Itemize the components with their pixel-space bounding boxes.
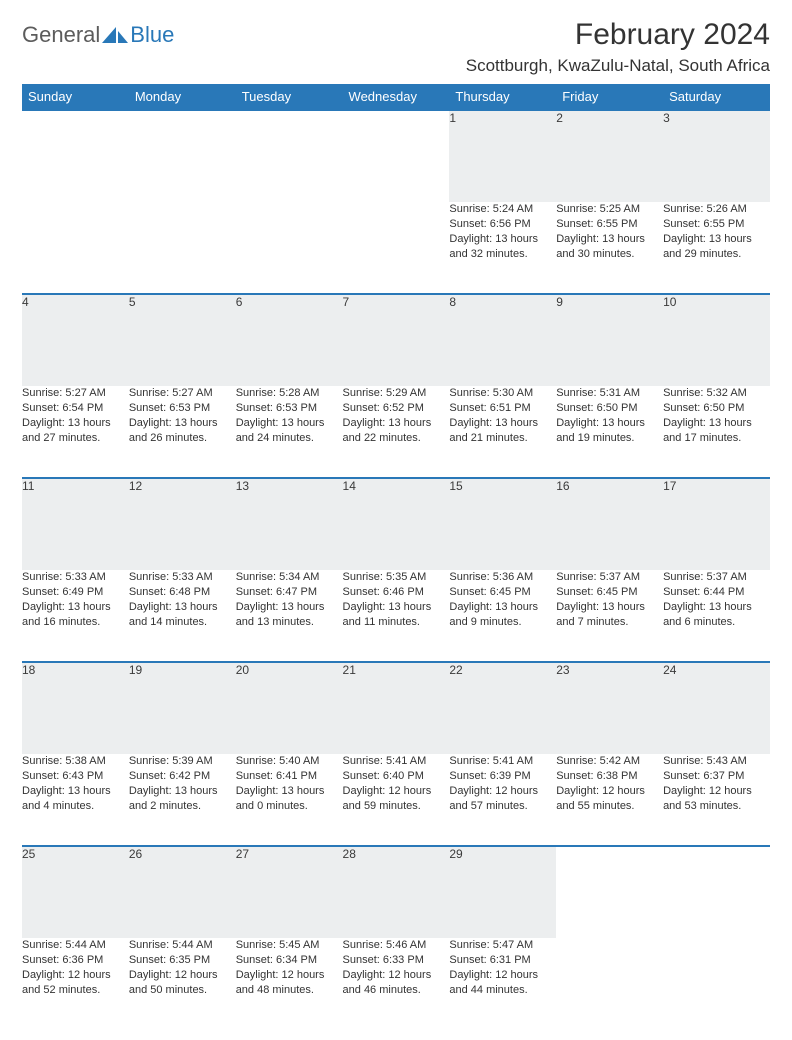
weekday-header: Tuesday bbox=[236, 84, 343, 110]
day-detail-cell bbox=[129, 202, 236, 294]
day-detail-cell bbox=[236, 202, 343, 294]
day-detail-cell: Sunrise: 5:44 AMSunset: 6:35 PMDaylight:… bbox=[129, 938, 236, 1030]
week-details-row: Sunrise: 5:38 AMSunset: 6:43 PMDaylight:… bbox=[22, 754, 770, 846]
day-detail-cell: Sunrise: 5:34 AMSunset: 6:47 PMDaylight:… bbox=[236, 570, 343, 662]
day-detail-cell: Sunrise: 5:32 AMSunset: 6:50 PMDaylight:… bbox=[663, 386, 770, 478]
day-number-cell: 8 bbox=[449, 294, 556, 386]
day-detail-cell: Sunrise: 5:41 AMSunset: 6:40 PMDaylight:… bbox=[343, 754, 450, 846]
day-detail-cell: Sunrise: 5:38 AMSunset: 6:43 PMDaylight:… bbox=[22, 754, 129, 846]
day-number-cell: 29 bbox=[449, 846, 556, 938]
day-detail-cell: Sunrise: 5:33 AMSunset: 6:48 PMDaylight:… bbox=[129, 570, 236, 662]
day-detail-cell: Sunrise: 5:33 AMSunset: 6:49 PMDaylight:… bbox=[22, 570, 129, 662]
brand-name-gray: General bbox=[22, 22, 100, 48]
day-number-cell: 21 bbox=[343, 662, 450, 754]
day-number-cell: 23 bbox=[556, 662, 663, 754]
day-detail-cell bbox=[663, 938, 770, 1030]
brand-name-blue: Blue bbox=[130, 22, 174, 48]
day-detail-cell: Sunrise: 5:37 AMSunset: 6:44 PMDaylight:… bbox=[663, 570, 770, 662]
calendar-table: Sunday Monday Tuesday Wednesday Thursday… bbox=[22, 84, 770, 1030]
week-details-row: Sunrise: 5:24 AMSunset: 6:56 PMDaylight:… bbox=[22, 202, 770, 294]
day-detail-cell: Sunrise: 5:27 AMSunset: 6:53 PMDaylight:… bbox=[129, 386, 236, 478]
day-detail-cell: Sunrise: 5:28 AMSunset: 6:53 PMDaylight:… bbox=[236, 386, 343, 478]
week-daynum-row: 123 bbox=[22, 110, 770, 202]
day-detail-cell: Sunrise: 5:46 AMSunset: 6:33 PMDaylight:… bbox=[343, 938, 450, 1030]
day-detail-cell: Sunrise: 5:45 AMSunset: 6:34 PMDaylight:… bbox=[236, 938, 343, 1030]
week-details-row: Sunrise: 5:33 AMSunset: 6:49 PMDaylight:… bbox=[22, 570, 770, 662]
week-daynum-row: 45678910 bbox=[22, 294, 770, 386]
day-detail-cell: Sunrise: 5:27 AMSunset: 6:54 PMDaylight:… bbox=[22, 386, 129, 478]
day-number-cell: 11 bbox=[22, 478, 129, 570]
day-number-cell: 3 bbox=[663, 110, 770, 202]
day-number-cell: 25 bbox=[22, 846, 129, 938]
day-detail-cell: Sunrise: 5:42 AMSunset: 6:38 PMDaylight:… bbox=[556, 754, 663, 846]
day-detail-cell bbox=[22, 202, 129, 294]
day-number-cell bbox=[556, 846, 663, 938]
day-detail-cell: Sunrise: 5:39 AMSunset: 6:42 PMDaylight:… bbox=[129, 754, 236, 846]
day-number-cell: 17 bbox=[663, 478, 770, 570]
day-detail-cell: Sunrise: 5:40 AMSunset: 6:41 PMDaylight:… bbox=[236, 754, 343, 846]
day-number-cell: 9 bbox=[556, 294, 663, 386]
day-number-cell: 15 bbox=[449, 478, 556, 570]
day-detail-cell: Sunrise: 5:24 AMSunset: 6:56 PMDaylight:… bbox=[449, 202, 556, 294]
day-number-cell bbox=[22, 110, 129, 202]
day-number-cell: 19 bbox=[129, 662, 236, 754]
day-number-cell: 28 bbox=[343, 846, 450, 938]
day-detail-cell: Sunrise: 5:35 AMSunset: 6:46 PMDaylight:… bbox=[343, 570, 450, 662]
day-number-cell bbox=[236, 110, 343, 202]
week-details-row: Sunrise: 5:44 AMSunset: 6:36 PMDaylight:… bbox=[22, 938, 770, 1030]
month-title: February 2024 bbox=[466, 18, 770, 52]
day-detail-cell: Sunrise: 5:29 AMSunset: 6:52 PMDaylight:… bbox=[343, 386, 450, 478]
sail-icon bbox=[102, 25, 128, 45]
day-detail-cell: Sunrise: 5:25 AMSunset: 6:55 PMDaylight:… bbox=[556, 202, 663, 294]
day-number-cell: 22 bbox=[449, 662, 556, 754]
location-subtitle: Scottburgh, KwaZulu-Natal, South Africa bbox=[466, 56, 770, 76]
day-number-cell: 6 bbox=[236, 294, 343, 386]
day-detail-cell: Sunrise: 5:43 AMSunset: 6:37 PMDaylight:… bbox=[663, 754, 770, 846]
week-details-row: Sunrise: 5:27 AMSunset: 6:54 PMDaylight:… bbox=[22, 386, 770, 478]
weekday-header: Sunday bbox=[22, 84, 129, 110]
title-block: February 2024 Scottburgh, KwaZulu-Natal,… bbox=[466, 18, 770, 76]
day-number-cell: 12 bbox=[129, 478, 236, 570]
day-number-cell: 16 bbox=[556, 478, 663, 570]
day-detail-cell: Sunrise: 5:30 AMSunset: 6:51 PMDaylight:… bbox=[449, 386, 556, 478]
brand-logo: General Blue bbox=[22, 18, 174, 48]
week-daynum-row: 18192021222324 bbox=[22, 662, 770, 754]
day-number-cell: 5 bbox=[129, 294, 236, 386]
weekday-header-row: Sunday Monday Tuesday Wednesday Thursday… bbox=[22, 84, 770, 110]
day-detail-cell bbox=[556, 938, 663, 1030]
calendar-page: General Blue February 2024 Scottburgh, K… bbox=[0, 0, 792, 1040]
weekday-header: Wednesday bbox=[343, 84, 450, 110]
day-detail-cell: Sunrise: 5:26 AMSunset: 6:55 PMDaylight:… bbox=[663, 202, 770, 294]
day-number-cell: 13 bbox=[236, 478, 343, 570]
day-number-cell: 2 bbox=[556, 110, 663, 202]
day-detail-cell: Sunrise: 5:41 AMSunset: 6:39 PMDaylight:… bbox=[449, 754, 556, 846]
week-daynum-row: 11121314151617 bbox=[22, 478, 770, 570]
day-detail-cell: Sunrise: 5:37 AMSunset: 6:45 PMDaylight:… bbox=[556, 570, 663, 662]
day-number-cell: 24 bbox=[663, 662, 770, 754]
day-detail-cell: Sunrise: 5:47 AMSunset: 6:31 PMDaylight:… bbox=[449, 938, 556, 1030]
day-number-cell bbox=[663, 846, 770, 938]
day-detail-cell: Sunrise: 5:36 AMSunset: 6:45 PMDaylight:… bbox=[449, 570, 556, 662]
header: General Blue February 2024 Scottburgh, K… bbox=[22, 18, 770, 76]
day-number-cell: 7 bbox=[343, 294, 450, 386]
day-number-cell: 1 bbox=[449, 110, 556, 202]
weekday-header: Saturday bbox=[663, 84, 770, 110]
weekday-header: Monday bbox=[129, 84, 236, 110]
day-number-cell: 10 bbox=[663, 294, 770, 386]
day-number-cell: 14 bbox=[343, 478, 450, 570]
day-detail-cell: Sunrise: 5:44 AMSunset: 6:36 PMDaylight:… bbox=[22, 938, 129, 1030]
day-number-cell: 26 bbox=[129, 846, 236, 938]
weekday-header: Friday bbox=[556, 84, 663, 110]
week-daynum-row: 2526272829 bbox=[22, 846, 770, 938]
day-number-cell: 27 bbox=[236, 846, 343, 938]
day-number-cell bbox=[343, 110, 450, 202]
day-detail-cell bbox=[343, 202, 450, 294]
day-number-cell bbox=[129, 110, 236, 202]
day-number-cell: 18 bbox=[22, 662, 129, 754]
day-number-cell: 20 bbox=[236, 662, 343, 754]
weekday-header: Thursday bbox=[449, 84, 556, 110]
day-number-cell: 4 bbox=[22, 294, 129, 386]
day-detail-cell: Sunrise: 5:31 AMSunset: 6:50 PMDaylight:… bbox=[556, 386, 663, 478]
